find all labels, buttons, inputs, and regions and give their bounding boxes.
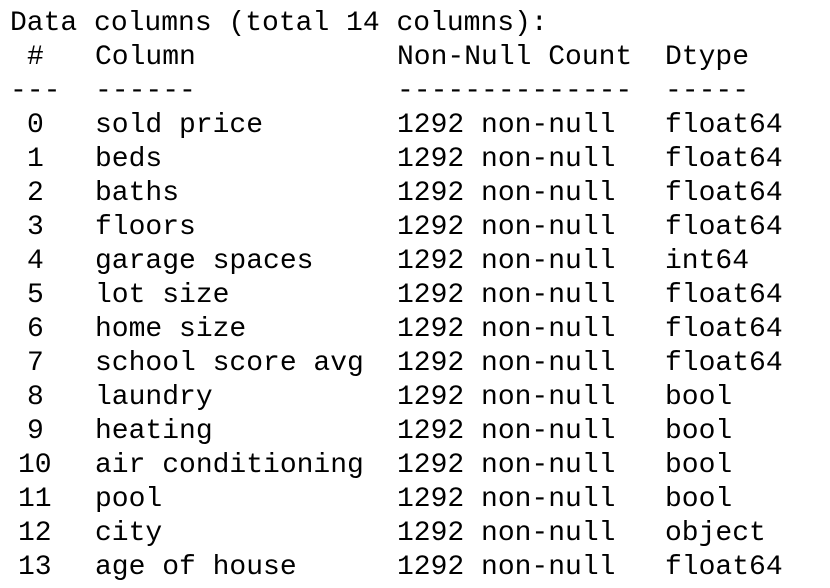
row-column-name: beds	[95, 144, 163, 175]
separator-non-null-count: --------------	[397, 76, 633, 107]
header-dtype: Dtype	[665, 42, 750, 73]
row-dtype: bool	[665, 416, 733, 447]
row-non-null-count: 1292 non-null	[397, 280, 616, 311]
table-row: 7 school score avg 1292 non-null float64	[0, 347, 830, 381]
header-non-null-count: Non-Null Count	[397, 42, 633, 73]
header-index: #	[27, 42, 44, 73]
table-row: 6 home size 1292 non-null float64	[0, 313, 830, 347]
row-index: 3	[27, 212, 44, 243]
separator-dtype: -----	[665, 76, 750, 107]
table-row: 12 city 1292 non-null object	[0, 517, 830, 551]
row-index: 5	[27, 280, 44, 311]
row-index: 13	[18, 552, 52, 583]
summary-line: Data columns (total 14 columns):	[10, 8, 548, 39]
row-non-null-count: 1292 non-null	[397, 416, 616, 447]
table-row: 0 sold price 1292 non-null float64	[0, 109, 830, 143]
table-row: 1 beds 1292 non-null float64	[0, 143, 830, 177]
row-index: 4	[27, 246, 44, 277]
row-non-null-count: 1292 non-null	[397, 144, 616, 175]
row-column-name: age of house	[95, 552, 297, 583]
row-index: 0	[27, 110, 44, 141]
row-index: 11	[18, 484, 52, 515]
row-column-name: school score avg	[95, 348, 364, 379]
row-column-name: floors	[95, 212, 196, 243]
row-column-name: laundry	[95, 382, 213, 413]
row-dtype: float64	[665, 314, 783, 345]
row-index: 1	[27, 144, 44, 175]
row-index: 12	[18, 518, 52, 549]
row-dtype: float64	[665, 144, 783, 175]
row-non-null-count: 1292 non-null	[397, 314, 616, 345]
row-column-name: sold price	[95, 110, 264, 141]
row-column-name: heating	[95, 416, 213, 447]
table-row: 3 floors 1292 non-null float64	[0, 211, 830, 245]
table-row: 13 age of house 1292 non-null float64	[0, 551, 830, 585]
row-non-null-count: 1292 non-null	[397, 518, 616, 549]
row-dtype: bool	[665, 382, 733, 413]
row-dtype: float64	[665, 178, 783, 209]
separator-row: --- ------ -------------- -----	[0, 75, 830, 109]
row-index: 6	[27, 314, 44, 345]
table-row: 4 garage spaces 1292 non-null int64	[0, 245, 830, 279]
row-non-null-count: 1292 non-null	[397, 246, 616, 277]
row-dtype: float64	[665, 348, 783, 379]
table-row: 8 laundry 1292 non-null bool	[0, 381, 830, 415]
row-dtype: float64	[665, 552, 783, 583]
column-header-row: # Column Non-Null Count Dtype	[0, 41, 830, 75]
row-index: 10	[18, 450, 52, 481]
row-column-name: garage spaces	[95, 246, 314, 277]
row-dtype: bool	[665, 450, 733, 481]
row-non-null-count: 1292 non-null	[397, 110, 616, 141]
row-column-name: lot size	[95, 280, 230, 311]
table-row: 5 lot size 1292 non-null float64	[0, 279, 830, 313]
row-index: 8	[27, 382, 44, 413]
row-column-name: pool	[95, 484, 163, 515]
row-non-null-count: 1292 non-null	[397, 348, 616, 379]
row-index: 7	[27, 348, 44, 379]
row-dtype: object	[665, 518, 766, 549]
row-non-null-count: 1292 non-null	[397, 450, 616, 481]
table-row: 9 heating 1292 non-null bool	[0, 415, 830, 449]
row-column-name: air conditioning	[95, 450, 364, 481]
row-column-name: city	[95, 518, 163, 549]
row-column-name: home size	[95, 314, 247, 345]
row-dtype: float64	[665, 212, 783, 243]
separator-column: ------	[95, 76, 196, 107]
row-non-null-count: 1292 non-null	[397, 212, 616, 243]
row-non-null-count: 1292 non-null	[397, 552, 616, 583]
table-row: 2 baths 1292 non-null float64	[0, 177, 830, 211]
table-row: 11 pool 1292 non-null bool	[0, 483, 830, 517]
row-dtype: bool	[665, 484, 733, 515]
row-non-null-count: 1292 non-null	[397, 484, 616, 515]
row-dtype: float64	[665, 280, 783, 311]
row-index: 2	[27, 178, 44, 209]
row-dtype: int64	[665, 246, 750, 277]
header-column: Column	[95, 42, 196, 73]
row-non-null-count: 1292 non-null	[397, 178, 616, 209]
row-index: 9	[27, 416, 44, 447]
row-non-null-count: 1292 non-null	[397, 382, 616, 413]
row-dtype: float64	[665, 110, 783, 141]
table-row: 10 air conditioning 1292 non-null bool	[0, 449, 830, 483]
separator-index: ---	[10, 76, 61, 107]
row-column-name: baths	[95, 178, 180, 209]
